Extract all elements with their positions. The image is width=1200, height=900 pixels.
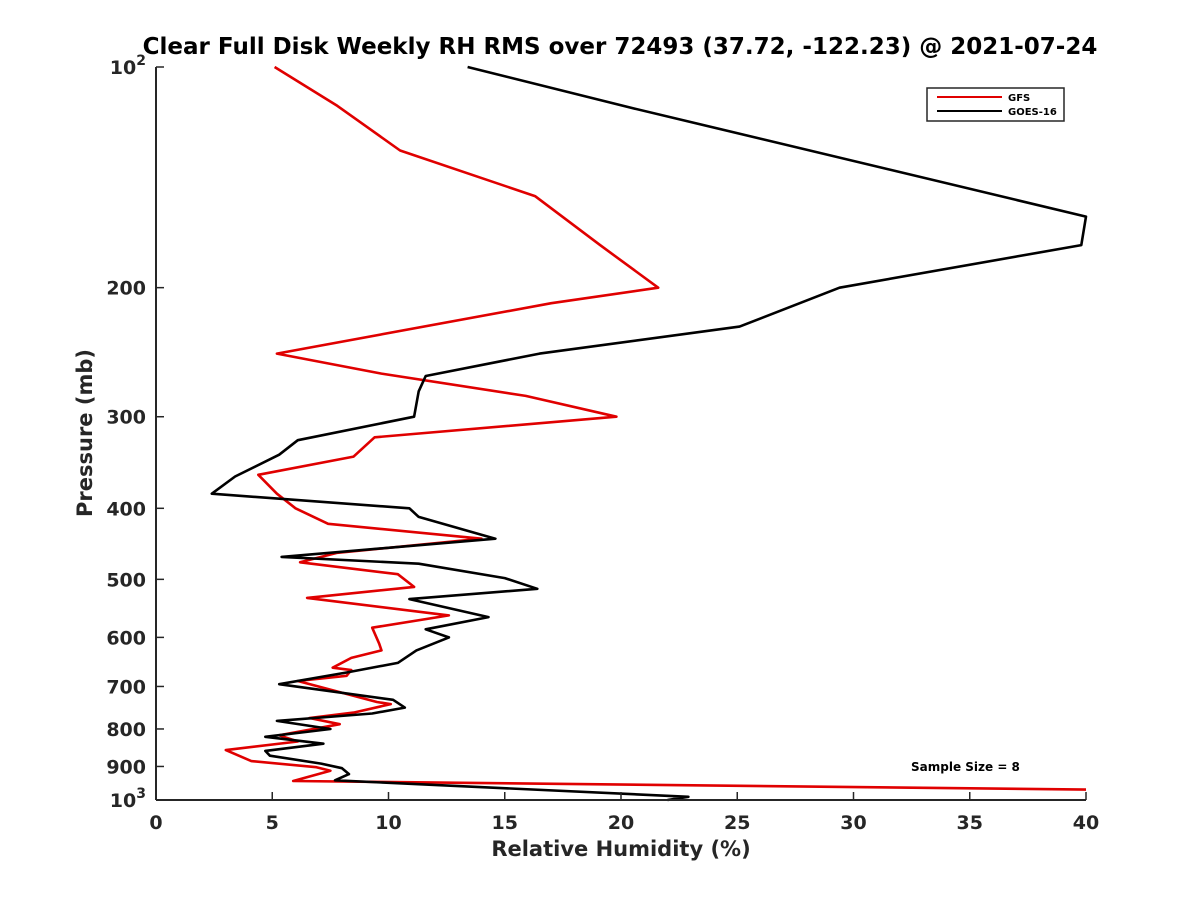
x-tick-label: 20 bbox=[608, 812, 634, 834]
x-tick-label: 5 bbox=[266, 812, 279, 834]
y-tick-label: 500 bbox=[106, 569, 146, 591]
x-tick-label: 0 bbox=[149, 812, 162, 834]
chart-title: Clear Full Disk Weekly RH RMS over 72493… bbox=[143, 34, 1098, 60]
legend-label-goes16: GOES-16 bbox=[1008, 107, 1057, 118]
y-tick-label: 700 bbox=[106, 676, 146, 698]
y-tick-label: 900 bbox=[106, 756, 146, 778]
legend: GFS GOES-16 bbox=[926, 87, 1065, 122]
y-tick-label: 300 bbox=[106, 407, 146, 429]
x-tick-label: 10 bbox=[375, 812, 401, 834]
x-tick-label: 40 bbox=[1073, 812, 1099, 834]
series-line-goes16 bbox=[210, 65, 1088, 802]
y-tick-label: 600 bbox=[106, 627, 146, 649]
y-tick-label: 200 bbox=[106, 278, 146, 300]
y-tick-label: 800 bbox=[106, 719, 146, 741]
axes bbox=[155, 67, 1086, 801]
x-axis-label: Relative Humidity (%) bbox=[491, 837, 750, 861]
x-tick-label: 25 bbox=[724, 812, 750, 834]
y-ticks: 102 200 300 400 500 600 700 800 900 103 bbox=[106, 53, 164, 812]
y-axis-label: Pressure (mb) bbox=[73, 349, 97, 517]
x-tick-label: 35 bbox=[957, 812, 983, 834]
x-ticks: 0 5 10 15 20 25 30 35 40 bbox=[149, 792, 1099, 834]
x-tick-label: 30 bbox=[840, 812, 866, 834]
sample-size-annotation: Sample Size = 8 bbox=[911, 760, 1020, 774]
y-tick-label: 103 bbox=[110, 786, 146, 812]
series-lines bbox=[210, 65, 1088, 802]
legend-label-gfs: GFS bbox=[1008, 93, 1030, 104]
y-tick-label: 102 bbox=[110, 53, 146, 79]
y-tick-label: 400 bbox=[106, 498, 146, 520]
legend-box bbox=[926, 87, 1065, 122]
x-tick-label: 15 bbox=[492, 812, 518, 834]
